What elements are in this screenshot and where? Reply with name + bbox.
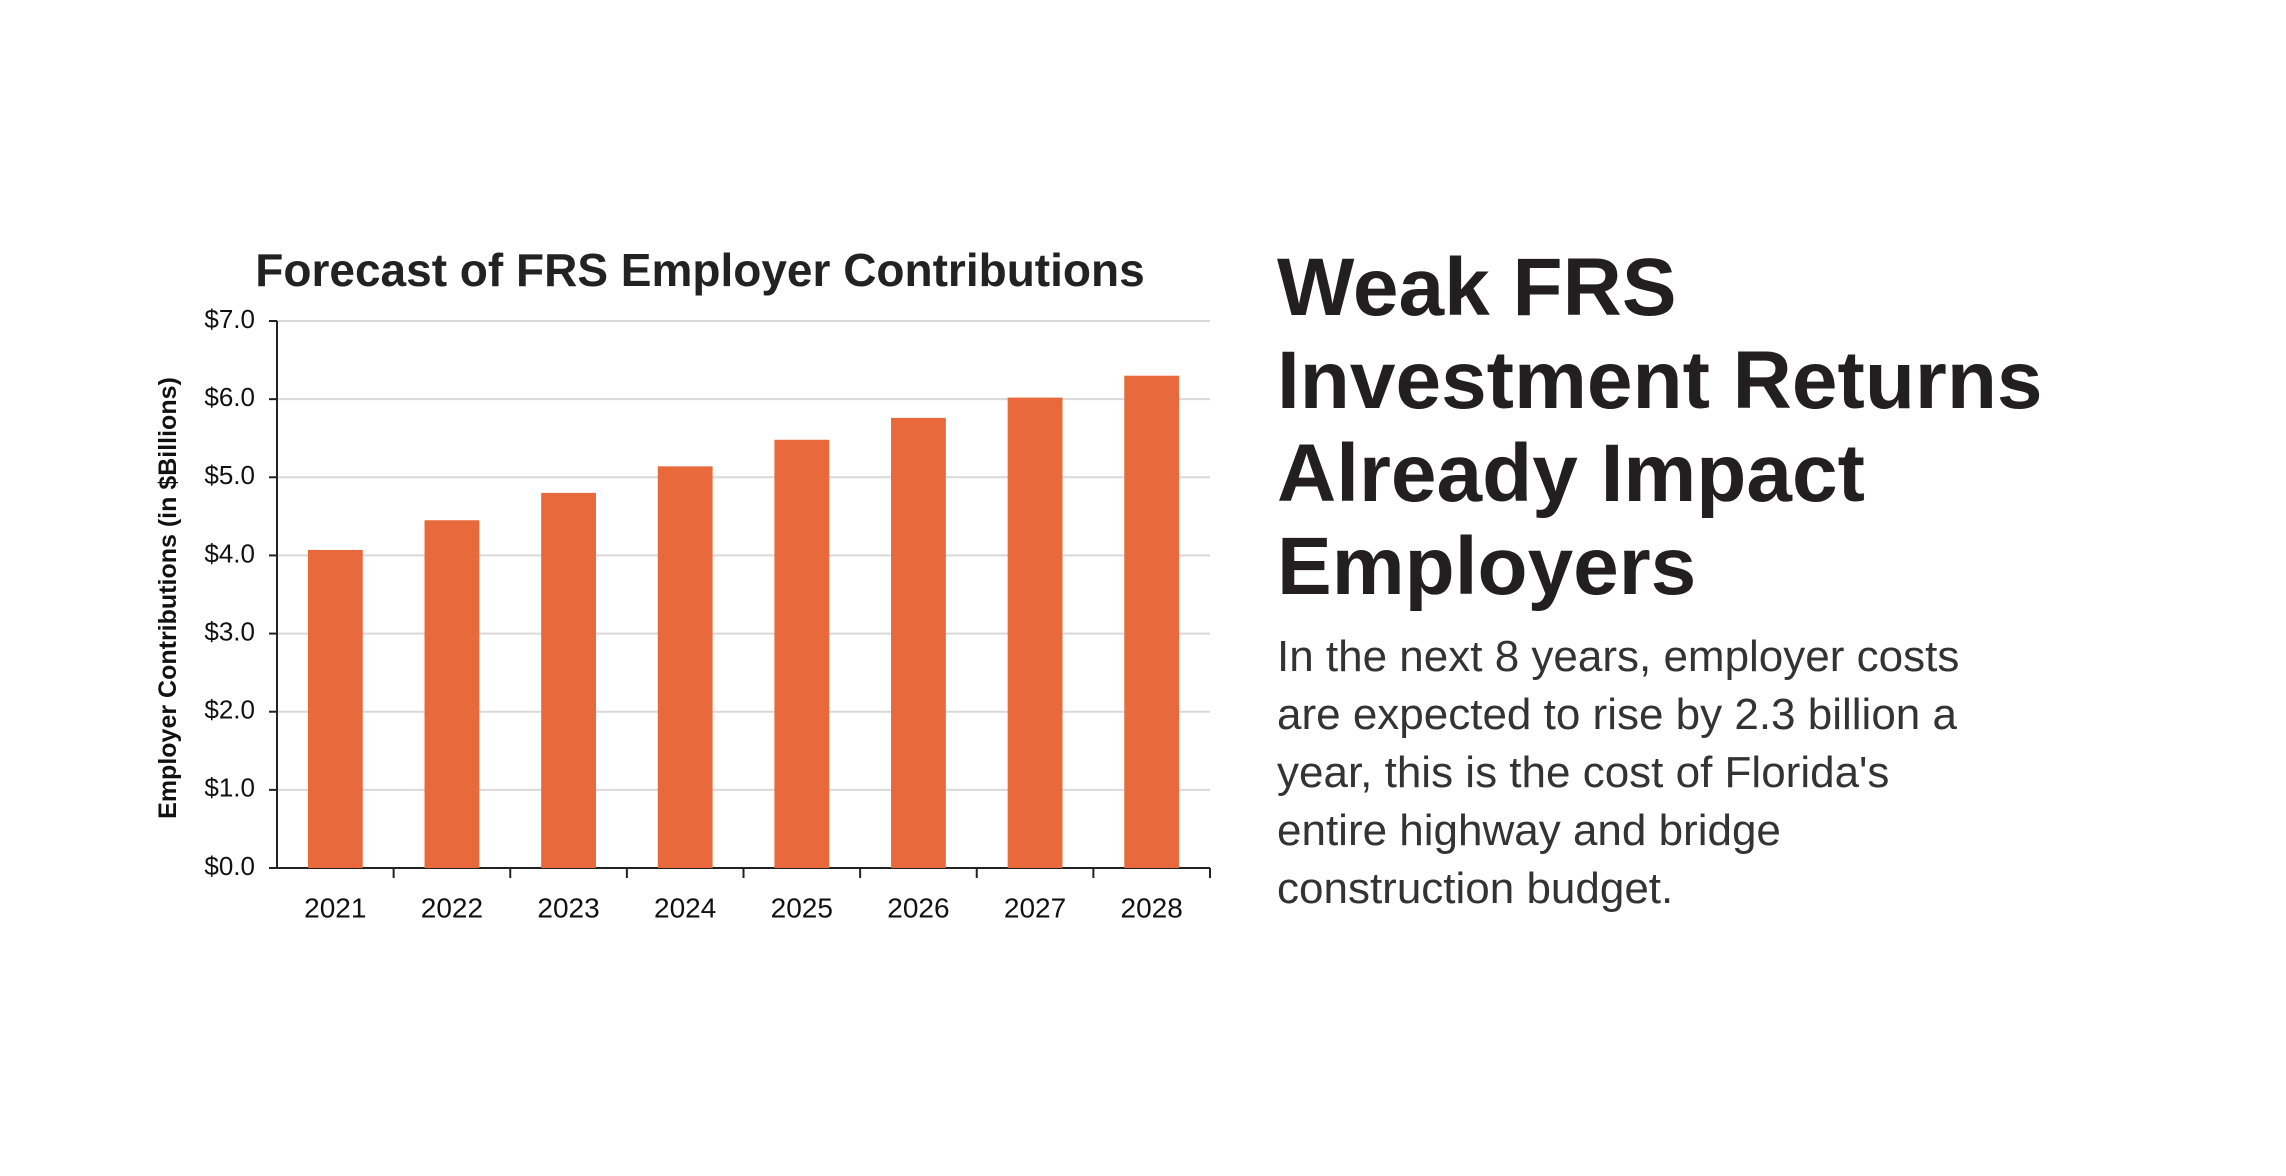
bar — [541, 492, 596, 868]
body-line: are expected to rise by 2.3 billion a — [1277, 690, 1957, 739]
y-tick-label: $2.0 — [204, 695, 255, 725]
heading-line: Weak FRS — [1277, 242, 1677, 333]
y-tick-label: $0.0 — [204, 851, 255, 881]
x-tick-label: 2022 — [421, 892, 483, 923]
x-tick-label: 2026 — [887, 892, 949, 923]
heading-line: Already Impact — [1277, 428, 1865, 519]
x-tick-label: 2023 — [537, 892, 599, 923]
y-tick-label: $4.0 — [204, 538, 255, 568]
body-line: In the next 8 years, employer costs — [1277, 632, 1959, 681]
x-tick-label: 2021 — [304, 892, 366, 923]
x-tick-label: 2027 — [1004, 892, 1066, 923]
x-tick-label: 2028 — [1121, 892, 1183, 923]
bar — [307, 549, 363, 868]
bar — [891, 417, 946, 868]
heading-line: Employers — [1277, 521, 1696, 612]
bar — [657, 466, 713, 868]
x-tick-label: 2025 — [771, 892, 833, 923]
bar — [424, 520, 480, 868]
body-line: entire highway and bridge — [1277, 806, 1781, 855]
y-tick-label: $7.0 — [204, 304, 255, 334]
bar — [1124, 375, 1180, 868]
y-tick-label: $5.0 — [204, 460, 255, 490]
body-line: year, this is the cost of Florida's — [1277, 748, 1889, 797]
bar — [1007, 397, 1063, 868]
y-tick-label: $6.0 — [204, 382, 255, 412]
body-line: construction budget. — [1277, 864, 1673, 913]
y-tick-label: $1.0 — [204, 773, 255, 803]
y-axis-label: Employer Contributions (in $Billions) — [154, 377, 182, 819]
x-tick-label: 2024 — [654, 892, 716, 923]
chart-title: Forecast of FRS Employer Contributions — [255, 244, 1144, 296]
y-tick-label: $3.0 — [204, 616, 255, 646]
bar — [774, 439, 830, 868]
heading-line: Investment Returns — [1277, 335, 2043, 426]
